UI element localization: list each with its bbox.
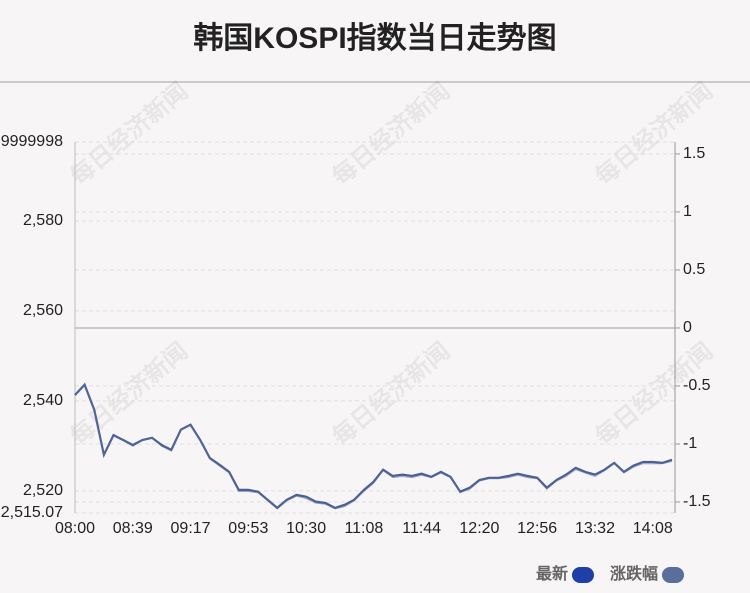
y-tick-label: 9999998 bbox=[1, 133, 63, 150]
y2-tick-label: -1.5 bbox=[683, 493, 711, 510]
x-tick-label: 08:39 bbox=[113, 520, 153, 537]
y-tick-label: 2,515.07 bbox=[1, 504, 63, 521]
x-tick-label: 14:08 bbox=[633, 520, 673, 537]
y-tick-label: 2,520 bbox=[23, 482, 63, 499]
y2-tick-label: 1.5 bbox=[683, 145, 705, 162]
x-tick-label: 12:20 bbox=[459, 520, 499, 537]
legend-label: 涨跌幅 bbox=[610, 564, 658, 583]
series-line bbox=[74, 383, 673, 510]
y2-tick-label: -0.5 bbox=[683, 377, 711, 394]
y-tick-label: 2,540 bbox=[23, 392, 63, 409]
y-tick-label: 2,560 bbox=[23, 302, 63, 319]
chart-title: 韩国KOSPI指数当日走势图 bbox=[193, 22, 556, 55]
y2-tick-label: 1 bbox=[683, 203, 692, 220]
x-tick-label: 13:32 bbox=[575, 520, 615, 537]
legend-swatch bbox=[662, 567, 684, 583]
y2-tick-label: 0 bbox=[683, 319, 692, 336]
legend-swatch bbox=[571, 567, 594, 583]
x-tick-label: 11:08 bbox=[344, 520, 383, 537]
x-tick-label: 11:44 bbox=[402, 520, 441, 537]
legend-label: 最新 bbox=[536, 564, 568, 583]
y2-tick-label: 0.5 bbox=[683, 261, 705, 278]
x-tick-label: 08:00 bbox=[55, 520, 95, 537]
y2-tick-label: -1 bbox=[683, 435, 697, 452]
x-tick-label: 09:53 bbox=[228, 520, 268, 537]
y-tick-label: 2,580 bbox=[23, 212, 63, 229]
x-tick-label: 10:30 bbox=[286, 520, 326, 537]
x-tick-label: 09:17 bbox=[171, 520, 211, 537]
x-tick-label: 12:56 bbox=[517, 520, 557, 537]
